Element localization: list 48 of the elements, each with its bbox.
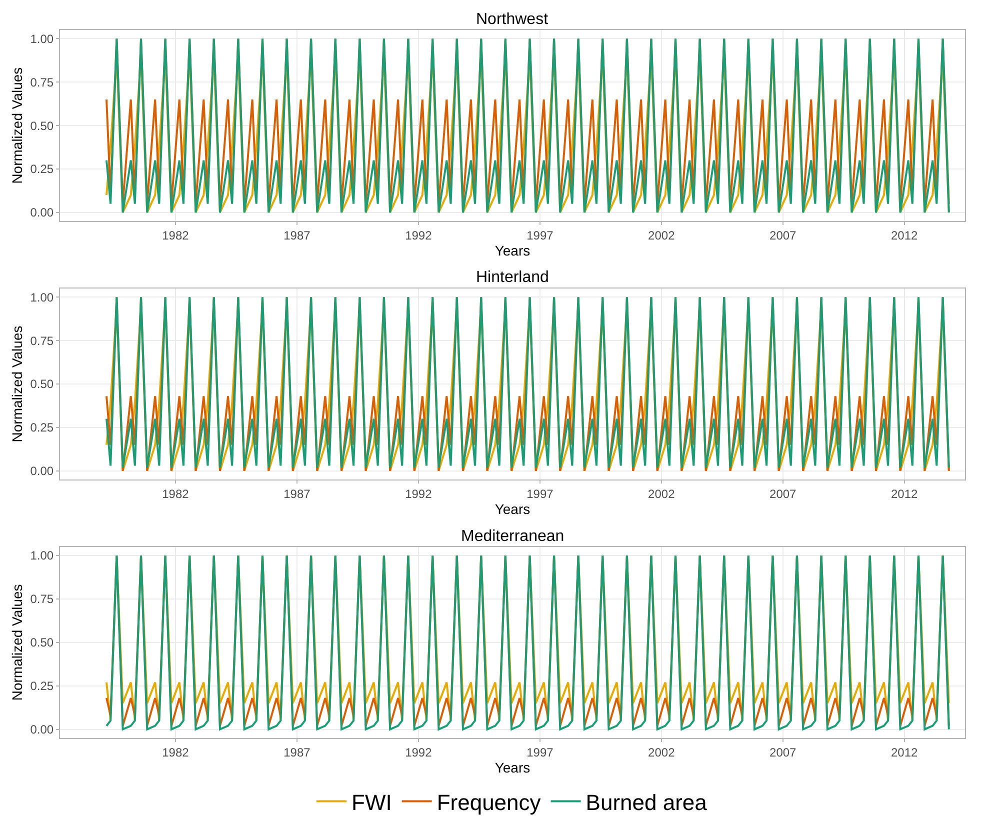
y-axis-title: Normalized Values bbox=[8, 584, 25, 701]
chart-title: Northwest bbox=[476, 11, 549, 28]
y-tick-label: 0.50 bbox=[30, 377, 54, 392]
x-tick-label: 1982 bbox=[162, 486, 190, 501]
y-tick-label: 0.25 bbox=[30, 679, 54, 694]
x-tick-label: 1992 bbox=[405, 486, 432, 501]
y-tick-label: 0.00 bbox=[30, 722, 54, 737]
x-tick-label: 1997 bbox=[526, 228, 554, 243]
y-tick-label: 0.75 bbox=[30, 334, 54, 348]
x-tick-label: 2012 bbox=[890, 486, 918, 501]
chart-title: Mediterranean bbox=[461, 528, 564, 545]
x-tick-label: 2007 bbox=[770, 228, 797, 243]
y-tick-label: 0.00 bbox=[30, 206, 54, 220]
y-tick-label: 0.00 bbox=[30, 464, 54, 478]
x-axis-title: Years bbox=[494, 500, 530, 517]
x-tick-label: 1997 bbox=[526, 486, 554, 501]
x-tick-label: 2002 bbox=[648, 486, 676, 501]
x-tick-label: 1992 bbox=[405, 228, 432, 243]
y-tick-label: 0.25 bbox=[30, 420, 54, 435]
x-tick-label: 1997 bbox=[526, 745, 554, 760]
y-tick-label: 0.50 bbox=[30, 636, 54, 650]
x-axis-title: Years bbox=[494, 242, 530, 259]
x-tick-label: 1987 bbox=[284, 745, 311, 760]
y-tick-label: 0.75 bbox=[30, 75, 54, 90]
legend-label: FWI bbox=[352, 790, 392, 815]
y-tick-label: 1.00 bbox=[30, 548, 54, 563]
x-tick-label: 2007 bbox=[770, 486, 797, 501]
legend-label: Burned area bbox=[586, 790, 708, 815]
x-tick-label: 2007 bbox=[770, 745, 797, 760]
y-tick-label: 1.00 bbox=[30, 290, 54, 304]
y-axis-title: Normalized Values bbox=[8, 326, 25, 442]
x-tick-label: 2012 bbox=[890, 745, 918, 760]
legend-label: Frequency bbox=[436, 790, 541, 815]
y-tick-label: 1.00 bbox=[30, 32, 54, 46]
x-tick-label: 1982 bbox=[162, 228, 190, 243]
x-tick-label: 2002 bbox=[648, 745, 676, 760]
x-tick-label: 2002 bbox=[648, 228, 676, 243]
x-tick-label: 1992 bbox=[405, 745, 432, 760]
x-axis-title: Years bbox=[494, 759, 530, 776]
x-tick-label: 2012 bbox=[890, 228, 918, 243]
x-tick-label: 1987 bbox=[284, 486, 311, 501]
y-tick-label: 0.75 bbox=[30, 592, 54, 606]
y-axis-title: Normalized Values bbox=[8, 67, 25, 184]
chart-title: Hinterland bbox=[476, 269, 549, 286]
y-tick-label: 0.25 bbox=[30, 162, 54, 176]
x-tick-label: 1982 bbox=[162, 745, 190, 760]
x-tick-label: 1987 bbox=[284, 228, 311, 243]
y-tick-label: 0.50 bbox=[30, 118, 54, 133]
